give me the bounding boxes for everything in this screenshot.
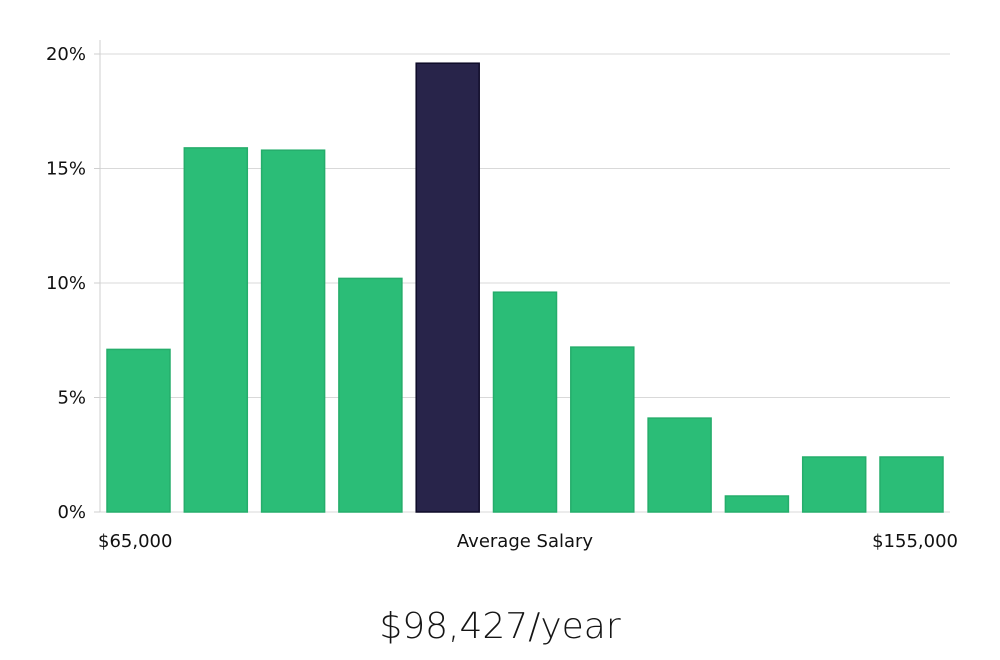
y-tick-label: 0% [57, 502, 86, 523]
y-tick-label: 5% [57, 388, 86, 409]
salary-distribution-chart: 0% 5% 10% 15% 20% $65,000 Average Salary $15… [46, 40, 958, 552]
bar [801, 456, 867, 513]
average-salary-value: $98,427/year [379, 606, 621, 647]
bar-average-salary [415, 62, 480, 513]
x-label-start: $65,000 [98, 531, 172, 552]
y-tick-label: 10% [46, 273, 86, 294]
bar [338, 277, 403, 513]
y-axis-ticks: 0% 5% 10% 15% 20% [46, 44, 100, 523]
bar [260, 149, 326, 513]
bar [492, 291, 558, 513]
bar [106, 348, 171, 513]
y-tick-label: 15% [46, 159, 86, 180]
bar [647, 417, 712, 513]
bar [570, 346, 635, 513]
bars [106, 62, 944, 513]
bar [879, 456, 944, 513]
x-label-end: $155,000 [872, 531, 958, 552]
y-tick-label: 20% [46, 44, 86, 65]
x-label-average: Average Salary [457, 531, 594, 552]
bar [724, 495, 790, 513]
bar [183, 147, 249, 513]
